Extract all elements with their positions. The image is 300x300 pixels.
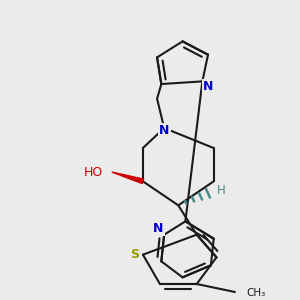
Text: N: N	[203, 80, 213, 93]
Text: HO: HO	[84, 166, 103, 178]
Text: CH₃: CH₃	[246, 288, 266, 298]
Text: H: H	[216, 184, 225, 197]
Text: S: S	[130, 248, 139, 261]
Polygon shape	[112, 172, 144, 184]
Text: N: N	[159, 124, 169, 137]
Text: N: N	[153, 221, 164, 235]
